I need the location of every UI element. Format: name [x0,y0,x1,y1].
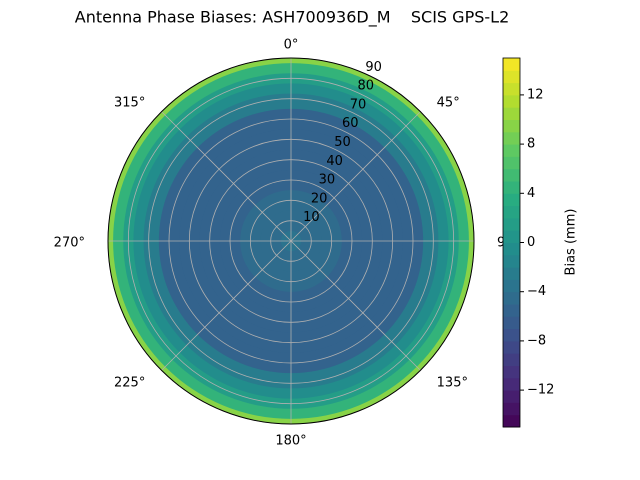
colorbar-band [503,316,520,330]
colorbar-band [503,217,520,231]
theta-tick-label: 315° [114,95,145,110]
theta-tick-label: 135° [437,376,468,391]
colorbar-band [503,377,520,391]
colorbar-tick-label: 4 [527,186,535,201]
colorbar-band [503,328,520,342]
r-tick-label: 40 [326,154,343,169]
colorbar-band [503,414,520,428]
colorbar-band [503,119,520,133]
colorbar-band [503,156,520,170]
colorbar-tick-label: 0 [527,235,535,250]
colorbar-band [503,230,520,243]
colorbar-band [503,144,520,157]
colorbar-band [503,267,520,280]
colorbar-tick-label: −8 [527,333,546,348]
r-tick-label: 30 [319,173,336,188]
colorbar-band [503,291,520,305]
colorbar-band [503,353,520,366]
colorbar-band [503,390,520,403]
colorbar-tick-label: −12 [527,383,554,398]
polar-plot: 1020304050607080900°45°90°135°180°225°27… [54,38,520,449]
colorbar: −12 −8 −4 0 4 8 12 [502,57,554,428]
colorbar-band [503,279,520,293]
colorbar-band [503,181,520,194]
theta-tick-label: 225° [114,376,145,391]
colorbar-band [503,242,520,256]
grid-spoke [161,240,292,371]
colorbar-band [503,82,520,96]
grid-spoke [290,111,421,242]
r-tick-label: 50 [334,135,351,150]
colorbar-band [503,58,520,71]
colorbar-band [503,193,520,207]
colorbar-band [503,254,520,268]
colorbar-tick-label: 8 [527,137,535,152]
colorbar-band [503,94,520,108]
r-tick-label: 70 [350,97,367,112]
colorbar-band [503,304,520,317]
theta-tick-label: 0° [284,38,299,53]
colorbar-band [503,131,520,145]
colorbar-band [503,205,520,219]
theta-tick-label: 270° [54,236,85,251]
colorbar-tick-label: −4 [527,284,546,299]
colorbar-band [503,70,520,84]
colorbar-band [503,340,520,354]
colorbar-band [503,365,520,379]
r-tick-label: 60 [342,116,359,131]
colorbar-band [503,402,520,416]
theta-tick-label: 180° [275,434,306,449]
chart-title: Antenna Phase Biases: ASH700936D_M SCIS … [75,8,510,28]
r-tick-label: 90 [365,60,382,75]
grid-spoke [161,111,292,242]
r-tick-label: 10 [303,210,320,225]
colorbar-band [503,107,520,120]
r-tick-label: 80 [358,79,375,94]
colorbar-tick-label: 12 [527,87,544,102]
polar-frame [107,57,475,425]
theta-tick-label: 45° [437,95,460,110]
colorbar-label: Bias (mm) [564,209,579,276]
colorbar-band [503,168,520,182]
r-tick-label: 20 [311,191,328,206]
grid-spoke [290,240,421,371]
